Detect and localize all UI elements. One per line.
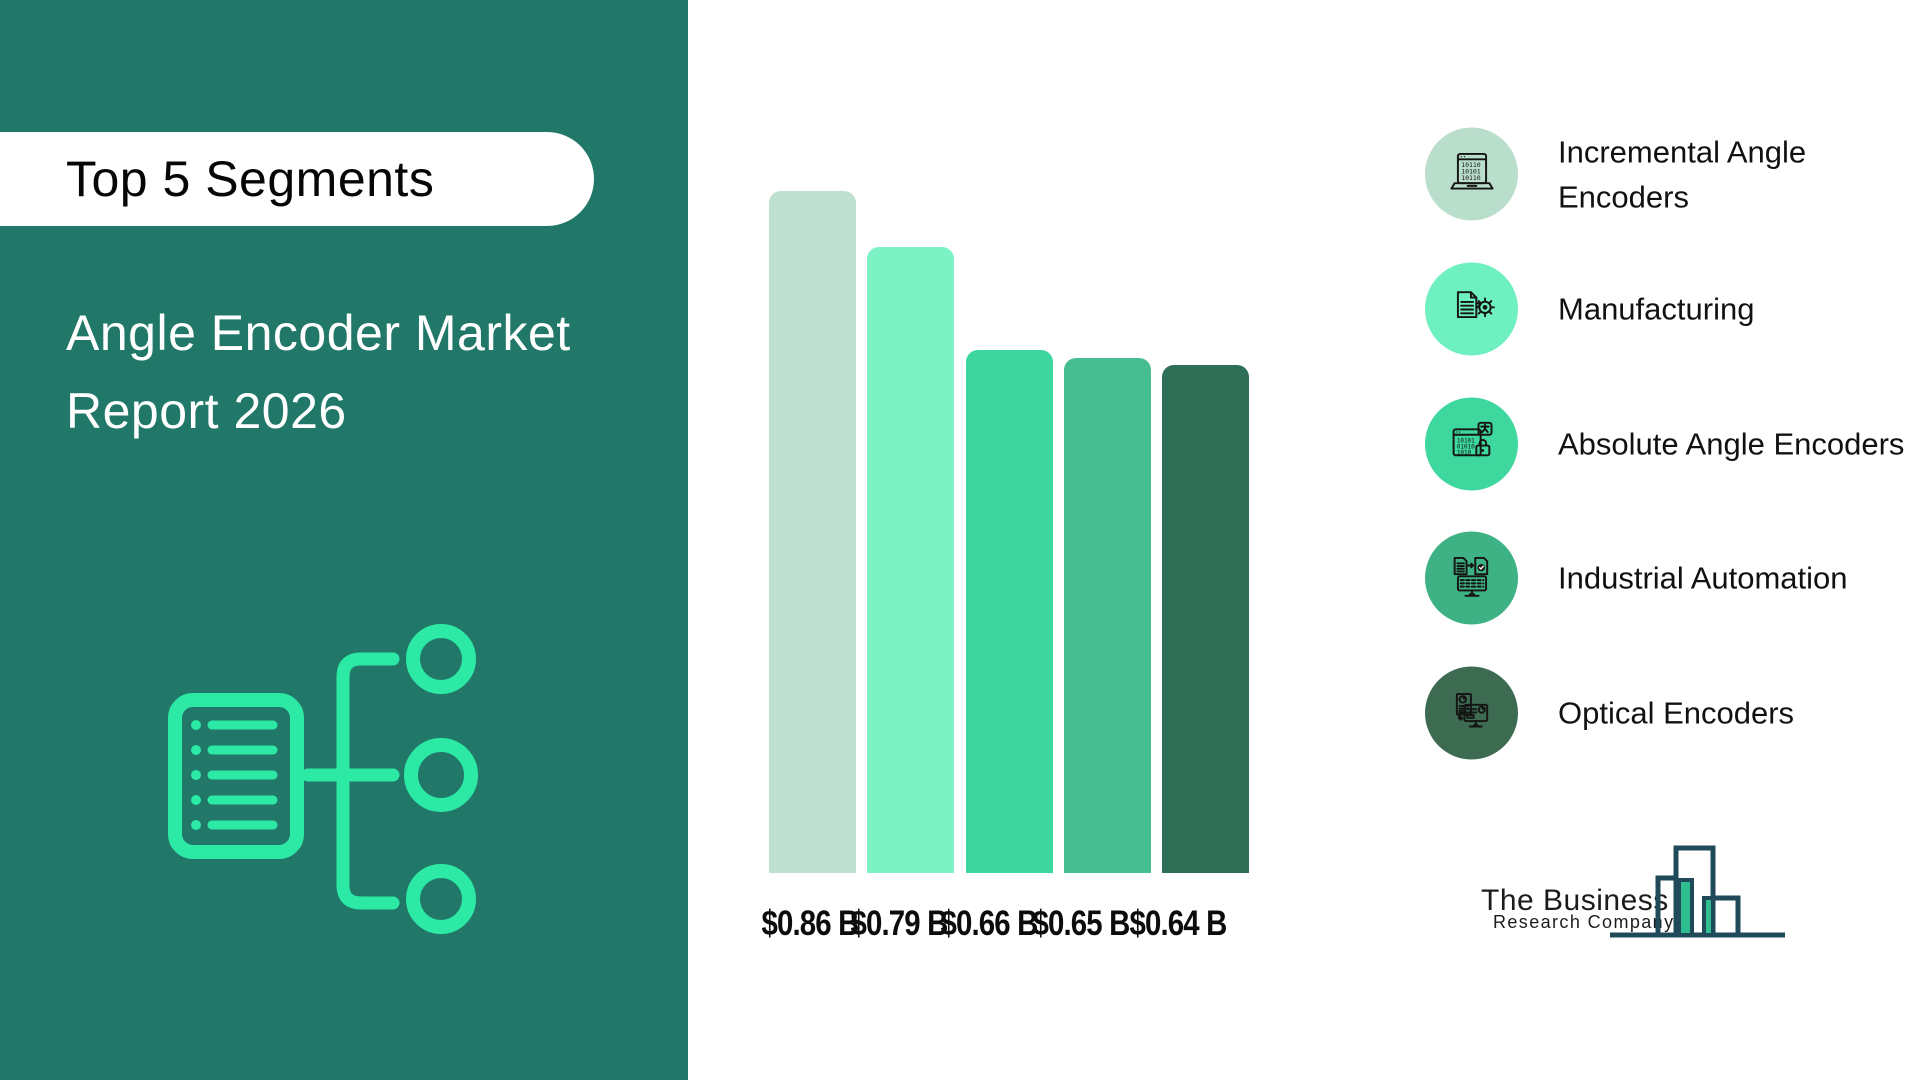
bar-absolute-angle-encoders [966,350,1053,873]
svg-text:01010: 01010 [1456,443,1474,450]
legend-label: Optical Encoders [1558,695,1795,731]
bar-chart-logo-icon [1610,845,1785,938]
report-title: Angle Encoder Market Report 2026 [66,294,626,450]
legend-item-manufacturing: Manufacturing [1425,262,1906,356]
legend-label: Industrial Automation [1558,560,1848,596]
bar-value-label-manufacturing: $0.79 B [850,904,948,943]
legend-label: Manufacturing [1558,291,1755,327]
document-transfer-monitor-icon [1453,556,1488,597]
laptop-binary-icon: 10110 10101 10110 [1449,152,1494,190]
legend-swatch [1425,531,1518,625]
bar-value-label-incremental-angle-encoders: $0.86 B [761,904,859,943]
legend-swatch [1425,666,1518,760]
company-name: The Business [1481,884,1669,917]
bar-industrial-automation [1064,358,1151,873]
list-tree-icon [168,624,478,934]
left-panel: Top 5 Segments Angle Encoder Market Repo… [0,0,688,1080]
bar-manufacturing [867,247,954,873]
svg-text:1010: 1010 [1456,449,1471,456]
legend-swatch [1425,262,1518,356]
bar-optical-encoders [1162,365,1249,873]
badge-label: Top 5 Segments [66,151,435,207]
svg-text:10110: 10110 [1461,160,1481,168]
bar-incremental-angle-encoders [769,191,856,873]
svg-text:10110: 10110 [1461,173,1481,181]
bar-value-label-absolute-angle-encoders: $0.66 B [940,904,1038,943]
legend-item-industrial-automation: Industrial Automation [1425,531,1906,625]
legend-swatch: 10101 01010 1010 [1425,397,1518,491]
company-subname: Research Company [1493,912,1675,932]
legend-item-absolute-angle-encoders: 10101 01010 1010 Absolute Angle Encoders [1425,397,1906,491]
report-monitor-icon [1455,692,1488,727]
svg-text:10101: 10101 [1461,167,1481,175]
legend-label: Absolute Angle Encoders [1558,426,1905,462]
legend-label: Incremental Angle Encoders [1558,134,1807,214]
binary-window-lock-icon: 10101 01010 1010 [1452,421,1492,456]
svg-text:10101: 10101 [1456,437,1474,444]
legend-item-optical-encoders: Optical Encoders [1425,666,1906,760]
report-title-line-2: Report 2026 [66,383,347,439]
report-title-line-1: Angle Encoder Market [66,305,571,361]
top-segments-badge: Top 5 Segments [0,132,594,226]
bar-value-label-optical-encoders: $0.64 B [1129,904,1227,943]
document-gear-icon [1456,290,1495,318]
legend-item-incremental-angle-encoders: 10110 10101 10110 Incremental Angle Enco… [1425,127,1906,221]
legend-swatch: 10110 10101 10110 [1425,127,1518,221]
bar-value-label-industrial-automation: $0.65 B [1032,904,1130,943]
